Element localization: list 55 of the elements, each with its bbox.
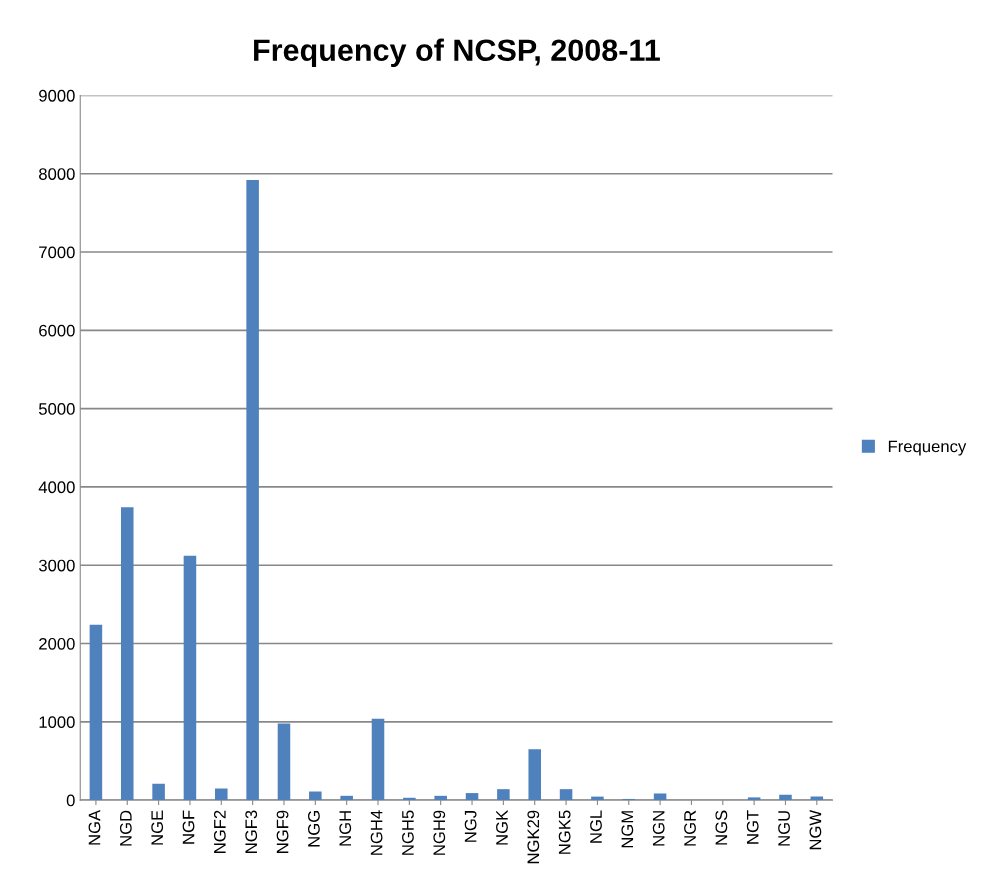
x-tick-label: NGK [496, 810, 508, 845]
x-tick-label: NGU [778, 811, 790, 846]
x-tick-label: NGE [151, 810, 164, 845]
x-tick-label: NGJ [464, 811, 477, 842]
y-tick-label: 4000 [38, 481, 75, 494]
bar [340, 795, 353, 801]
y-tick-label: 8000 [39, 168, 75, 180]
x-tick-label: NGD [119, 810, 132, 846]
bar [465, 793, 479, 801]
x-tick-label: NGN [652, 811, 665, 846]
bar [559, 789, 573, 801]
x-tick-label: NGK29 [527, 810, 540, 864]
bar [183, 555, 197, 801]
bar [246, 180, 259, 801]
bar [120, 507, 134, 801]
bar [277, 723, 291, 801]
bar [779, 794, 792, 801]
x-tick-label: NGF3 [245, 810, 258, 853]
x-tick-label: NGL [590, 810, 602, 843]
legend-label: Frequency [888, 440, 967, 456]
x-tick-label: NGT [746, 810, 759, 844]
x-tick-label: NGH [339, 811, 352, 846]
x-tick-label: NGA [88, 809, 101, 845]
x-tick-label: NGS [715, 810, 728, 845]
bar [215, 788, 228, 801]
bar [371, 718, 385, 801]
bar [309, 791, 322, 801]
x-tick-label: NGK5 [558, 810, 571, 854]
x-tick-label: NGH5 [402, 810, 414, 855]
x-tick-label: NGM [621, 811, 634, 848]
bar [528, 749, 541, 801]
x-tick-label: NGG [307, 811, 320, 847]
x-tick-label: NGH9 [433, 810, 446, 855]
x-tick-label: NGF [182, 810, 195, 844]
x-tick-label: NGF2 [213, 810, 226, 853]
bar [497, 789, 510, 801]
bar [653, 793, 667, 801]
bar [89, 624, 103, 801]
x-tick-label: NGW [809, 809, 822, 850]
y-tick-label: 6000 [39, 324, 75, 337]
x-tick-label: NGF9 [276, 810, 289, 853]
x-tick-label: NGH4 [370, 810, 383, 855]
x-tick-label: NGR [684, 810, 696, 846]
y-tick-label: 7000 [39, 246, 75, 259]
y-tick-label: 1000 [39, 716, 75, 729]
bar [403, 797, 416, 801]
bar [747, 797, 761, 801]
y-tick-label: 9000 [39, 89, 75, 102]
y-tick-label: 0 [66, 794, 75, 807]
bar [434, 795, 447, 801]
bar [152, 783, 165, 801]
y-tick-label: 2000 [39, 637, 75, 650]
chart-title: Frequency of NCSP, 2008-11 [254, 38, 660, 68]
y-tick-label: 3000 [38, 559, 75, 572]
y-tick-label: 5000 [38, 403, 75, 415]
